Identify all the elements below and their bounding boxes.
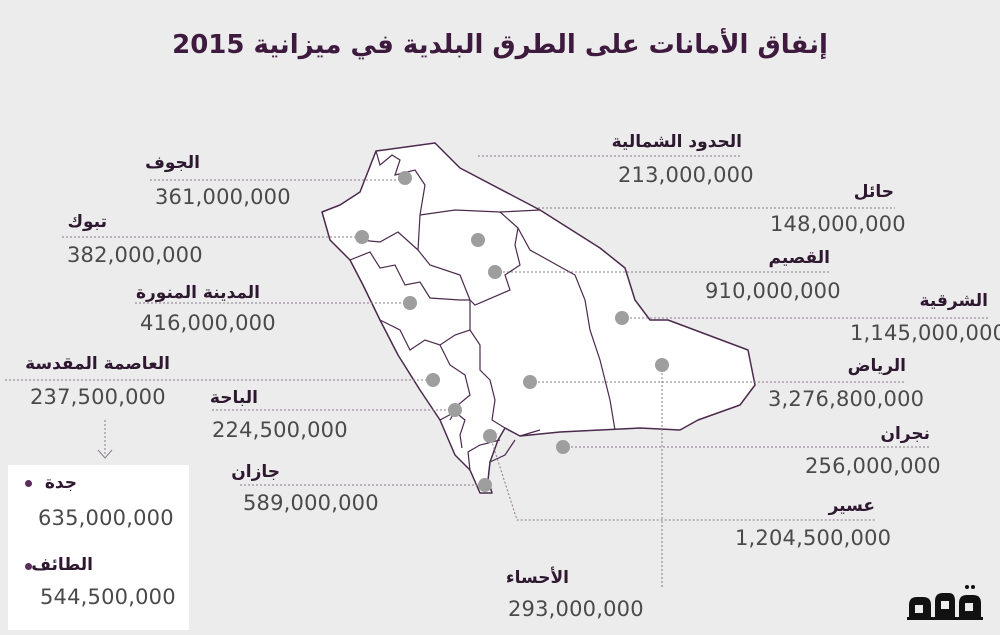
label-qassim-name: القصيم bbox=[768, 248, 830, 268]
bullet-jeddah-icon bbox=[25, 480, 32, 487]
label-jouf-value: 361,000,000 bbox=[155, 185, 291, 209]
marker-makkah bbox=[426, 373, 440, 387]
region-markers bbox=[355, 171, 669, 492]
label-madinah-value: 416,000,000 bbox=[140, 311, 276, 335]
label-jazan-name: جازان bbox=[231, 462, 280, 482]
marker-jouf bbox=[398, 171, 412, 185]
label-ahsa-name: الأحساء bbox=[505, 568, 569, 588]
marker-hail bbox=[488, 265, 502, 279]
marker-najran bbox=[556, 440, 570, 454]
label-asir-value: 1,204,500,000 bbox=[735, 526, 892, 550]
label-asir-name: عسير bbox=[828, 496, 875, 516]
label-najran-value: 256,000,000 bbox=[805, 454, 941, 478]
marker-jazan bbox=[478, 478, 492, 492]
label-baha-value: 224,500,000 bbox=[212, 418, 348, 442]
bullet-taif-icon bbox=[25, 563, 32, 570]
marker-tabuk bbox=[355, 230, 369, 244]
marker-madinah bbox=[403, 296, 417, 310]
label-makkah-name: العاصمة المقدسة bbox=[25, 354, 170, 374]
label-northern-borders-name: الحدود الشمالية bbox=[611, 132, 742, 152]
label-baha-name: الباحة bbox=[209, 388, 258, 408]
label-makkah-value: 237,500,000 bbox=[30, 385, 166, 409]
label-riyadh-value: 3,276,800,000 bbox=[768, 387, 925, 411]
label-eastern-value: 1,145,000,000 bbox=[850, 321, 1000, 345]
leader-lines bbox=[5, 155, 990, 588]
label-madinah-name: المدينة المنورة bbox=[135, 283, 260, 303]
label-jouf-name: الجوف bbox=[145, 153, 200, 173]
marker-baha bbox=[448, 403, 462, 417]
label-hail-value: 148,000,000 bbox=[770, 212, 906, 236]
marker-asir bbox=[483, 429, 497, 443]
label-riyadh-name: الرياض bbox=[847, 356, 906, 376]
marker-qassim bbox=[615, 311, 629, 325]
label-tabuk-value: 382,000,000 bbox=[67, 243, 203, 267]
label-taif-value: 544,500,000 bbox=[40, 585, 176, 609]
label-hail-name: حائل bbox=[853, 182, 894, 202]
down-arrow-icon bbox=[97, 449, 113, 459]
label-najran-name: نجران bbox=[880, 424, 930, 444]
makkah-subregions-panel bbox=[8, 465, 189, 630]
label-ahsa-value: 293,000,000 bbox=[508, 597, 644, 621]
label-jeddah-value: 635,000,000 bbox=[38, 506, 174, 530]
makkah-logo bbox=[907, 585, 983, 620]
marker-riyadh bbox=[523, 375, 537, 389]
leader-line bbox=[489, 435, 875, 521]
label-qassim-value: 910,000,000 bbox=[705, 279, 841, 303]
label-taif-name: الطائف bbox=[31, 555, 93, 575]
label-jazan-value: 589,000,000 bbox=[243, 491, 379, 515]
label-northern-borders-value: 213,000,000 bbox=[618, 163, 754, 187]
label-tabuk-name: تبوك bbox=[67, 212, 107, 232]
marker-northern-borders bbox=[471, 233, 485, 247]
map-title: إنفاق الأمانات على الطرق البلدية في ميزا… bbox=[172, 30, 828, 60]
marker-eastern bbox=[655, 358, 669, 372]
label-jeddah-name: جدة bbox=[44, 473, 77, 493]
label-eastern-name: الشرقية bbox=[919, 291, 988, 311]
